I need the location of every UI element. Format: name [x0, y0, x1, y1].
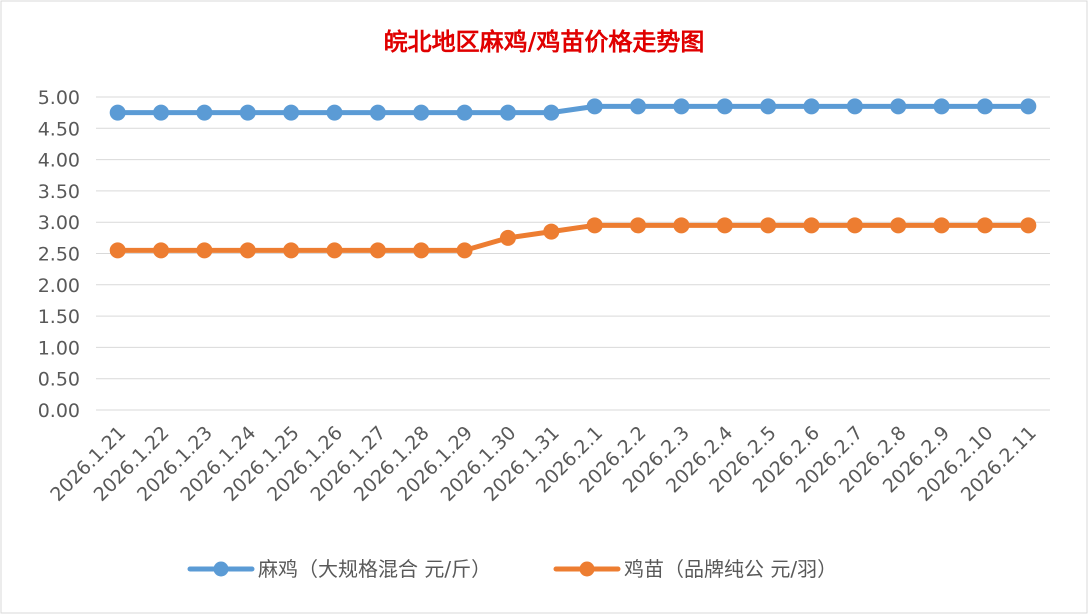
data-point — [976, 217, 993, 234]
y-tick-label: 0.50 — [38, 369, 80, 391]
y-tick-label: 0.00 — [38, 400, 80, 422]
data-point — [1020, 98, 1037, 115]
legend-swatch-marker — [213, 561, 229, 577]
data-point — [369, 242, 386, 259]
legend-label: 鸡苗（品牌纯公 元/羽） — [624, 557, 837, 581]
data-point — [890, 217, 907, 234]
data-point — [326, 242, 343, 259]
legend: 麻鸡（大规格混合 元/斤） 鸡苗（品牌纯公 元/羽） — [187, 557, 837, 581]
data-point — [369, 104, 386, 121]
legend-swatch-marker — [579, 561, 595, 577]
y-axis-ticks: 0.00 0.50 1.00 1.50 2.00 2.50 3.00 3.50 4.00 4.50… — [38, 87, 80, 422]
data-point — [673, 217, 690, 234]
data-point — [630, 98, 647, 115]
data-point — [803, 98, 820, 115]
data-point — [239, 104, 256, 121]
data-point — [196, 104, 213, 121]
series-line — [115, 222, 1031, 253]
data-point — [933, 98, 950, 115]
data-point — [543, 104, 560, 121]
data-point — [846, 217, 863, 234]
data-point — [543, 223, 560, 240]
data-point — [153, 242, 170, 259]
data-point — [803, 217, 820, 234]
y-tick-label: 3.00 — [38, 212, 80, 234]
data-point — [239, 242, 256, 259]
data-point — [499, 104, 516, 121]
y-tick-label: 4.50 — [38, 118, 80, 140]
y-tick-label: 2.50 — [38, 244, 80, 266]
data-point — [413, 104, 430, 121]
series-layer — [109, 98, 1037, 259]
data-point — [976, 98, 993, 115]
data-point — [456, 104, 473, 121]
data-point — [586, 217, 603, 234]
data-point — [933, 217, 950, 234]
data-point — [846, 98, 863, 115]
chart-title: 皖北地区麻鸡/鸡苗价格走势图 — [384, 27, 705, 56]
data-point — [109, 242, 126, 259]
data-point — [196, 242, 213, 259]
data-point — [586, 98, 603, 115]
data-point — [760, 98, 777, 115]
y-tick-label: 1.50 — [38, 306, 80, 328]
y-tick-label: 5.00 — [38, 87, 80, 109]
data-point — [673, 98, 690, 115]
data-point — [499, 229, 516, 246]
legend-label: 麻鸡（大规格混合 元/斤） — [258, 557, 491, 581]
data-point — [630, 217, 647, 234]
data-point — [716, 98, 733, 115]
data-point — [153, 104, 170, 121]
data-point — [326, 104, 343, 121]
y-tick-label: 2.00 — [38, 275, 80, 297]
data-point — [1020, 217, 1037, 234]
data-point — [890, 98, 907, 115]
y-tick-label: 1.00 — [38, 337, 80, 359]
data-point — [716, 217, 733, 234]
data-point — [760, 217, 777, 234]
data-point — [456, 242, 473, 259]
data-point — [109, 104, 126, 121]
data-point — [283, 242, 300, 259]
series-line — [115, 103, 1031, 116]
data-point — [283, 104, 300, 121]
y-tick-label: 4.00 — [38, 150, 80, 172]
data-point — [413, 242, 430, 259]
y-tick-label: 3.50 — [38, 181, 80, 203]
